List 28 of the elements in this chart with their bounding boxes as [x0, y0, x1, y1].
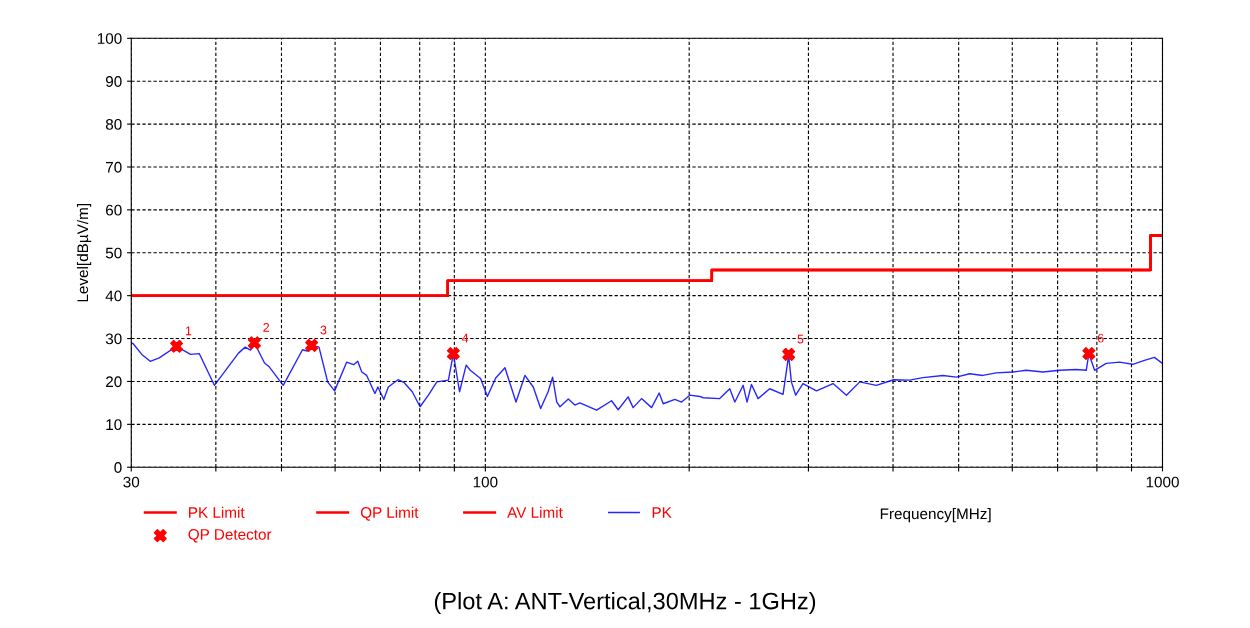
legend-label: PK Limit [189, 506, 245, 518]
y-tick-label: 0 [114, 462, 122, 473]
y-tick-label: 10 [106, 419, 122, 431]
text: (Plot A: ANT-Vertical,30MHz - 1GHz) [434, 592, 816, 615]
y-tick-label: 40 [105, 290, 122, 302]
legend-label: QP Detector [188, 529, 272, 543]
annotation: 5 [797, 334, 804, 344]
annotation: 1 [185, 326, 192, 336]
y-tick-label: 30 [105, 333, 122, 345]
legend-label: QP Limit [360, 506, 419, 521]
y-tick-label: 50 [105, 247, 122, 259]
legend-label: PK [652, 507, 672, 518]
x-tick-label: 30 [123, 476, 140, 488]
legend-label: AV Limit [507, 506, 563, 518]
x-tick-label: 1000 [1146, 476, 1179, 488]
annotation: 6 [1097, 333, 1104, 343]
annotation: 4 [461, 333, 469, 343]
y-tick-label: 90 [105, 76, 122, 87]
y-tick-label: 60 [106, 204, 122, 216]
annotation: 3 [320, 325, 327, 335]
y-tick-label: 20 [106, 376, 122, 388]
annotation: 2 [263, 323, 270, 332]
x-axis-title: Frequency[MHz] [880, 507, 991, 523]
y-tick-label: 80 [105, 118, 122, 130]
x-tick-label: 100 [473, 476, 498, 488]
y-tick-label: 70 [106, 161, 122, 173]
y-tick-label: 100 [97, 33, 122, 44]
y-axis-title: Level[dBµV/m] [76, 204, 92, 302]
